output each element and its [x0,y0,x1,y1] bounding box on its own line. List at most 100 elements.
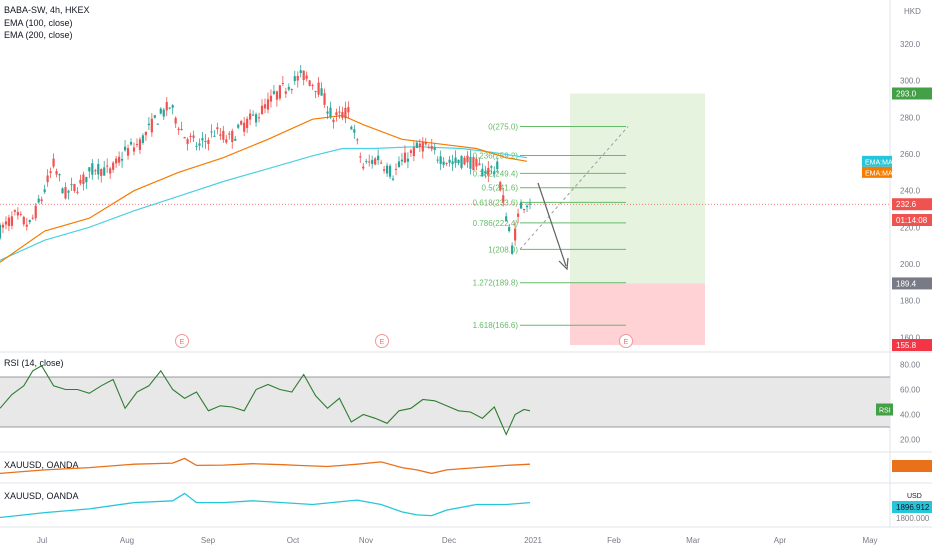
xau-tag-1 [892,460,932,472]
xau-line-2 [0,492,531,519]
time-tick-label: May [862,536,877,545]
candle-body [430,146,433,150]
candle-body [499,182,502,191]
candle-body [296,75,299,81]
candle-body [150,118,153,133]
candle-body [141,135,145,143]
candle-body [353,129,356,133]
candle-body [52,158,55,167]
candle-body [472,157,475,171]
time-tick-label: Aug [120,536,134,545]
candle-body [61,188,64,194]
candle-body [249,113,252,120]
ema200-legend[interactable]: EMA (200, close) [4,30,73,40]
ema200-line [0,146,528,261]
projection-arrow [537,182,567,267]
ema100-legend[interactable]: EMA (100, close) [4,18,73,28]
symbol-title[interactable]: BABA-SW, 4h, HKEX [4,5,90,15]
fib-level-label: 0.382(249.4) [473,169,519,178]
fib-level-label: 0(275.0) [488,123,518,132]
fib-level-label: 0.786(222.4) [473,219,519,228]
rsi-tick-label: 80.00 [900,361,921,370]
candle-body [299,70,302,74]
candle-body [293,76,296,82]
candle-body [231,130,234,143]
candle-body [192,135,195,138]
candle-body [216,127,219,130]
candle-body [28,219,31,223]
candle-body [144,131,147,136]
candle-body [112,162,115,170]
price-axis-tag-label: 293.0 [896,90,917,99]
price-axis-tag-label: 189.4 [896,279,917,288]
candle-body [388,165,392,177]
rsi-tick-label: 40.00 [900,411,921,420]
candle-body [43,189,46,193]
price-tick-label: 280.0 [900,113,921,122]
candle-body [350,126,353,130]
candle-body [439,156,442,164]
candle-body [436,159,439,161]
candle-body [165,102,168,111]
candle-body [338,111,341,113]
candle-body [204,140,207,142]
candle-body [22,216,25,225]
price-axis-tag [892,277,932,290]
candle-body [129,141,133,145]
candle-body [156,123,159,125]
candle-body [106,165,109,167]
candle-body [484,171,487,174]
candle-body [34,205,37,219]
candle-body [490,166,493,168]
candle-body [281,83,284,85]
candle-body [451,161,454,165]
candle-body [88,167,91,172]
candle-body [13,210,16,212]
candle-body [511,245,514,254]
candle-body [115,158,118,164]
candle-body [278,85,281,99]
price-axis-tag-label: 232.6 [896,200,917,209]
candle-body [109,168,112,174]
candle-body [177,128,180,131]
rsi-legend[interactable]: RSI (14, close) [4,358,64,368]
candle-body [147,123,150,126]
candle-body [496,161,499,170]
candle-body [103,167,106,176]
fib-level-label: 1(208.0) [488,245,518,254]
candle-body [424,141,427,145]
price-tick-label: 300.0 [900,77,921,86]
xau-legend-1[interactable]: XAUUSD, OANDA [4,460,79,470]
candle-body [207,139,210,145]
candle-body [82,174,85,184]
candle-body [153,115,156,118]
candle-body [183,136,186,139]
candle-body [454,157,457,163]
candle-body [94,170,97,172]
rsi-tick-label: 20.00 [900,436,921,445]
candle-body [49,171,52,174]
candle-body [254,114,258,123]
candle-body [189,135,192,137]
candle-body [528,203,532,205]
candle-body [383,169,386,171]
candle-body [359,156,362,158]
candle-body [266,99,270,110]
candle-body [10,216,14,226]
stop-loss-zone [570,283,705,346]
price-tick-label: 260.0 [900,150,921,159]
time-tick-label: Oct [287,536,300,545]
candle-body [427,147,430,149]
candle-body [16,211,19,216]
candle-body [516,213,520,217]
xau-legend-2[interactable]: XAUUSD, OANDA [4,491,79,501]
time-tick-label: Apr [774,536,787,545]
candle-body [493,171,496,175]
price-axis-tag [892,87,932,100]
candle-body [475,159,478,167]
price-axis-tag-label: 01:14:08 [896,216,928,225]
earnings-marker-label: E [180,339,185,346]
currency-label: HKD [904,7,921,16]
candle-body [368,161,371,163]
